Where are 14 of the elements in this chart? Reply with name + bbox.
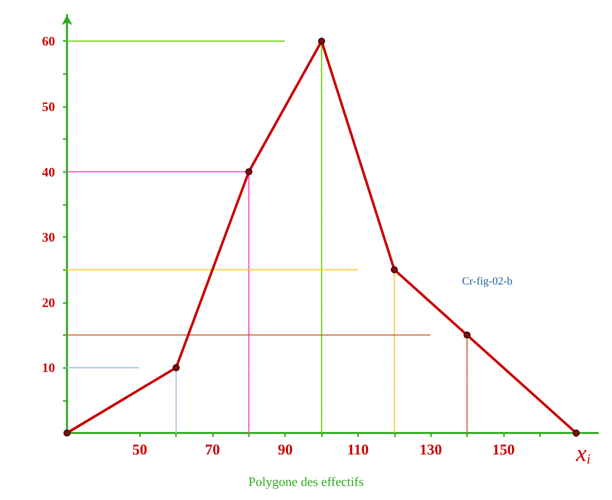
x-tick-label: 50 xyxy=(132,442,148,458)
y-tick-label: 50 xyxy=(42,98,55,114)
y-tick-label: 40 xyxy=(42,164,55,180)
x-tick-label: 110 xyxy=(347,442,369,458)
y-tick-label: 60 xyxy=(42,34,55,49)
text: Polygone des effectifs xyxy=(248,474,364,489)
x-tick-label: 150 xyxy=(492,442,515,458)
y-tick-label: 20 xyxy=(42,294,55,310)
y-tick-label: 30 xyxy=(42,230,55,245)
x-tick-label: 130 xyxy=(419,442,442,458)
x-tick-label: 90 xyxy=(278,442,293,458)
x-tick-label: 70 xyxy=(204,442,220,458)
y-tick-label: 10 xyxy=(42,360,55,376)
annotation: Cr-fig-02-b xyxy=(462,276,513,288)
